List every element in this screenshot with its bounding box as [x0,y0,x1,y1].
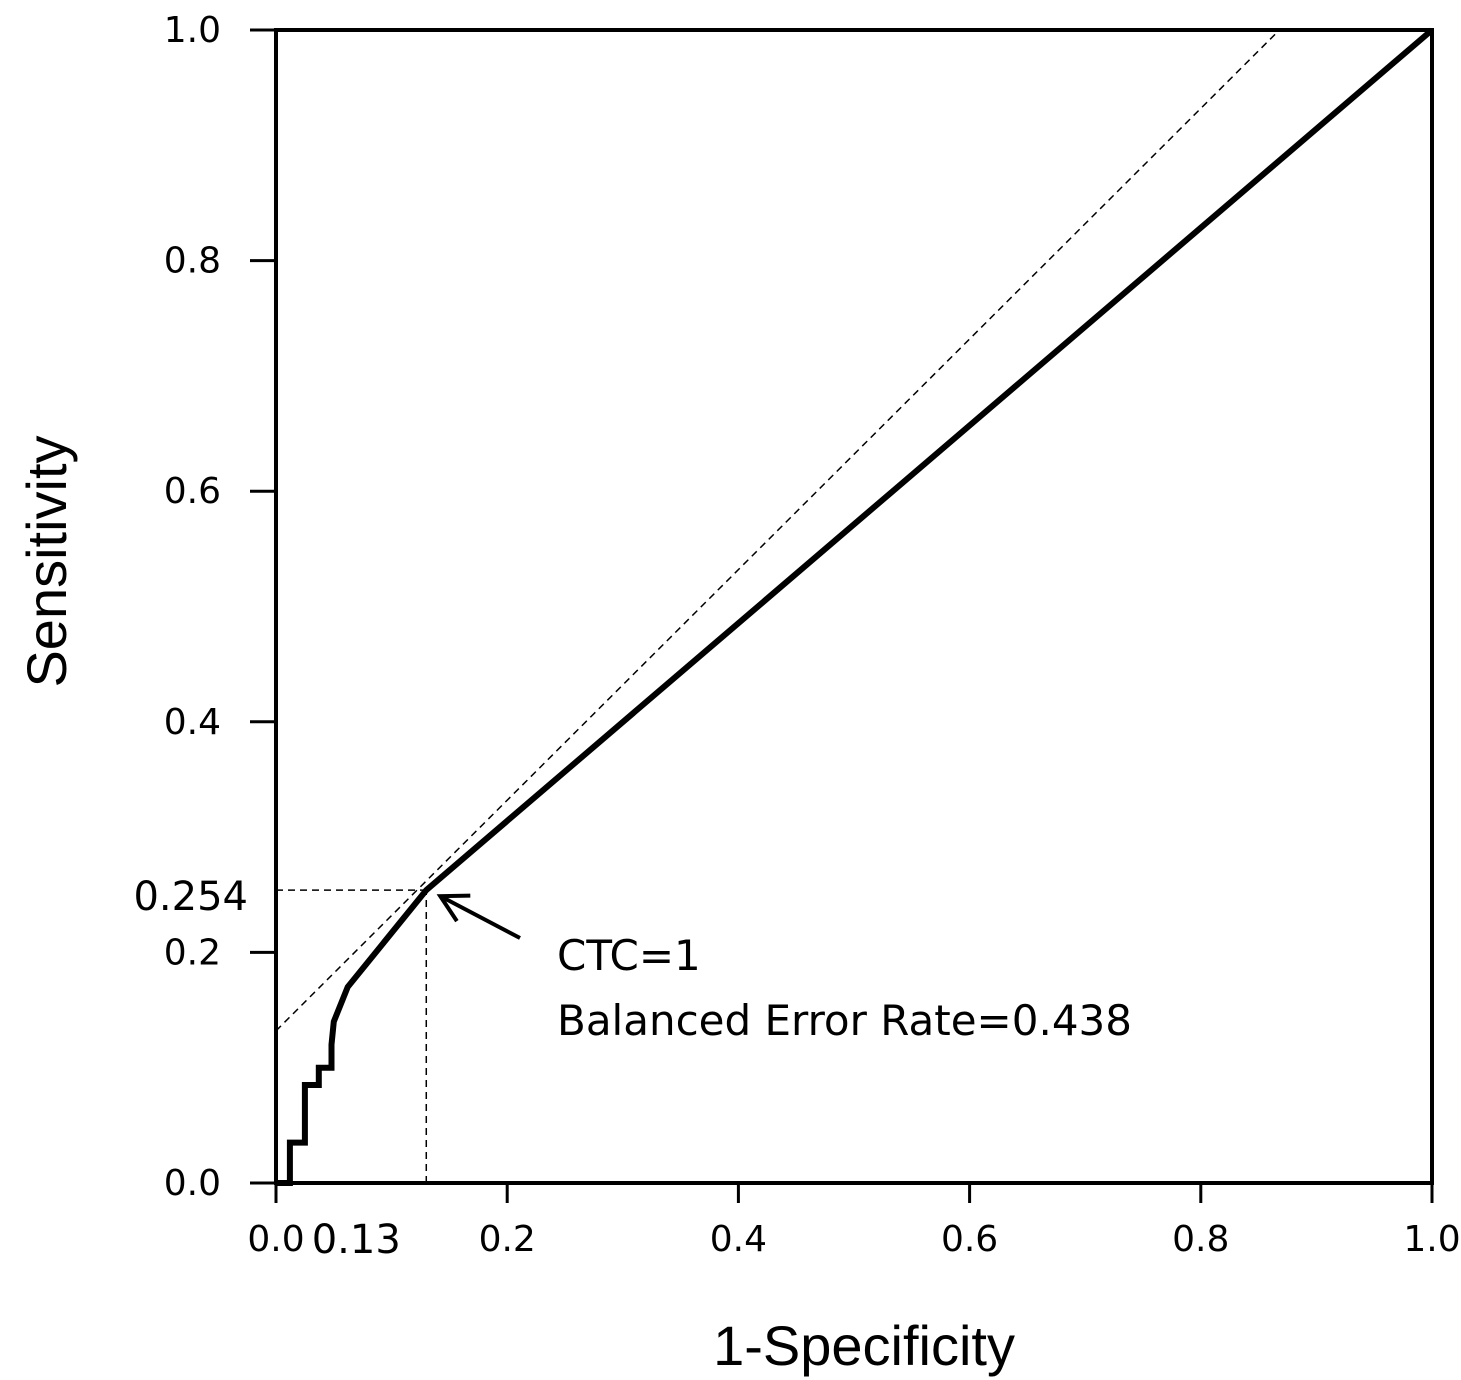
x-tick-label: 0.0 [247,1219,304,1260]
x-tick-label: 0.4 [710,1219,767,1260]
x-axis-title: 1-Specificity [713,1314,1015,1377]
annotation-line-2: Balanced Error Rate=0.438 [557,996,1132,1045]
roc-curve [276,27,1434,1186]
annotation-line-1: CTC=1 [557,931,701,980]
plot-frame [274,28,1434,1185]
marked-y-label: 0.254 [133,874,248,920]
annotation-arrow-head [436,893,471,923]
y-tick-label: 0.6 [164,471,221,512]
y-tick-label: 1.0 [164,10,221,51]
y-tick-label: 0.4 [164,702,221,743]
tangent-dashed-line [275,29,1280,1032]
y-tick-label: 0.2 [164,932,221,973]
x-tick-label: 0.6 [941,1219,998,1260]
y-tick-label: 0.0 [164,1163,221,1204]
y-tick-label: 0.8 [164,241,221,282]
annotation-arrow-shaft [439,894,521,940]
x-tick-label: 1.0 [1403,1219,1460,1260]
marked-x-label: 0.13 [312,1217,401,1263]
y-axis-title: Sensitivity [15,435,78,687]
x-tick-label: 0.8 [1172,1219,1229,1260]
x-tick-label: 0.2 [479,1219,536,1260]
